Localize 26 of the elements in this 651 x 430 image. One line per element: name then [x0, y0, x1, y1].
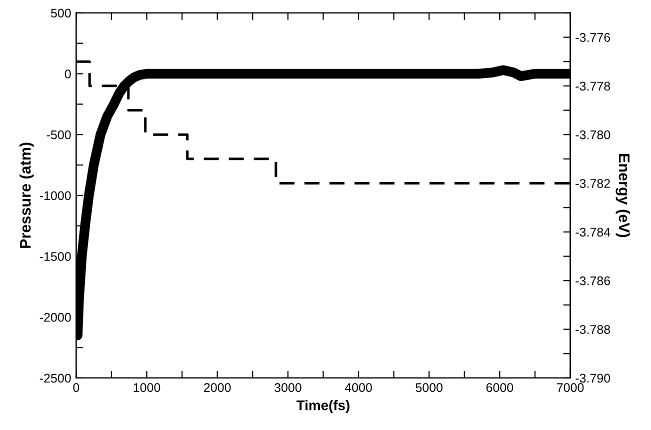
y2-tick-label: -3.786 — [576, 276, 610, 286]
x-axis-title: Time(fs) — [296, 400, 350, 413]
y2-axis-title: Energy (eV) — [616, 154, 630, 238]
x-tick-label: 6000 — [486, 383, 514, 392]
y-tick-label: 500 — [50, 8, 71, 18]
x-tick-label: 3000 — [274, 383, 302, 392]
x-tick-label: 4000 — [344, 383, 372, 392]
y-tick-label: -2500 — [40, 374, 71, 383]
y2-tick-label: -3.790 — [576, 374, 610, 383]
y2-tick-label: -3.782 — [576, 179, 610, 188]
x-tick-label: 7000 — [557, 383, 584, 392]
y2-tick-label: -3.788 — [576, 325, 610, 334]
y2-tick-label: -3.784 — [576, 228, 610, 237]
y-tick-label: -2000 — [40, 312, 71, 322]
x-tick-label: 5000 — [416, 383, 443, 392]
y-tick-label: 0 — [64, 70, 71, 78]
y-axis-title: Pressure (atm) — [20, 142, 34, 248]
y2-tick-label: -3.776 — [576, 33, 610, 42]
y2-tick-label: -3.778 — [576, 82, 610, 91]
x-tick-label: 1000 — [134, 383, 160, 392]
x-tick-label: 0 — [73, 383, 80, 392]
y2-tick-label: -3.780 — [576, 130, 610, 140]
y-tick-label: -500 — [46, 130, 71, 140]
y-tick-label: -1000 — [40, 191, 71, 200]
x-tick-label: 2000 — [204, 383, 231, 392]
y-tick-label: -1500 — [40, 252, 71, 261]
